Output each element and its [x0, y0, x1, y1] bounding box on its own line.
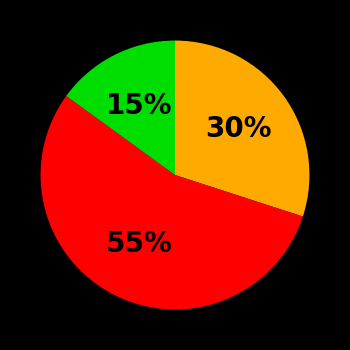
Text: 55%: 55%	[106, 231, 173, 259]
Wedge shape	[41, 96, 303, 309]
Text: 30%: 30%	[205, 115, 271, 143]
Wedge shape	[66, 41, 175, 175]
Text: 15%: 15%	[106, 91, 173, 119]
Wedge shape	[175, 41, 309, 217]
